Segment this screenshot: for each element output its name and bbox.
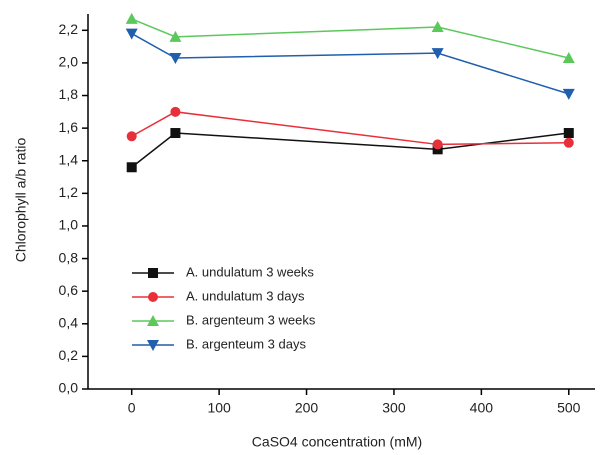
marker <box>432 139 443 150</box>
marker <box>431 21 444 33</box>
series-line <box>131 132 569 168</box>
marker <box>170 106 181 117</box>
marker <box>562 52 575 64</box>
legend-marker <box>147 340 159 351</box>
y-tick-label: 1,2 <box>59 184 79 200</box>
series-line <box>131 32 569 95</box>
legend-marker <box>148 268 158 278</box>
y-tick-label: 0,2 <box>59 347 79 363</box>
y-tick-label: 1,0 <box>59 217 79 233</box>
legend-marker <box>148 292 158 302</box>
y-tick-label: 0,4 <box>59 314 79 330</box>
marker <box>562 88 575 100</box>
legend: A. undulatum 3 weeks A. undulatum 3 days B… <box>132 264 316 351</box>
series-line <box>131 18 569 59</box>
marker <box>125 12 138 24</box>
x-tick-label: 0 <box>128 400 136 416</box>
y-tick-label: 1,6 <box>59 119 79 135</box>
x-tick-label: 200 <box>295 400 319 416</box>
legend-label: B. argenteum 3 days <box>186 336 306 351</box>
marker <box>563 137 574 148</box>
marker <box>169 53 182 65</box>
series-line <box>131 111 569 146</box>
x-tick-label: 500 <box>557 400 581 416</box>
marker <box>170 128 181 139</box>
x-tick-label: 100 <box>207 400 231 416</box>
y-tick-label: 1,4 <box>59 151 79 167</box>
marker <box>126 131 137 142</box>
y-tick-label: 1,8 <box>59 86 79 102</box>
y-tick-label: 2,2 <box>59 21 79 37</box>
x-tick-label: 300 <box>382 400 406 416</box>
marker <box>431 48 444 60</box>
marker <box>169 30 182 42</box>
y-axis-label: Chlorophyll a/b ratio <box>13 138 29 263</box>
legend-label: A. undulatum 3 days <box>186 288 305 303</box>
y-tick-label: 0,0 <box>59 380 79 396</box>
marker <box>125 28 138 40</box>
y-tick-label: 0,6 <box>59 282 79 298</box>
legend-marker <box>147 315 159 326</box>
x-axis-label: CaSO4 concentration (mM) <box>252 434 422 450</box>
y-tick-label: 0,8 <box>59 249 79 265</box>
legend-label: A. undulatum 3 weeks <box>186 264 314 279</box>
x-tick-label: 400 <box>470 400 494 416</box>
marker <box>563 128 574 139</box>
marker <box>126 162 137 173</box>
y-tick-label: 2,0 <box>59 54 79 70</box>
legend-label: B. argenteum 3 weeks <box>186 312 316 327</box>
